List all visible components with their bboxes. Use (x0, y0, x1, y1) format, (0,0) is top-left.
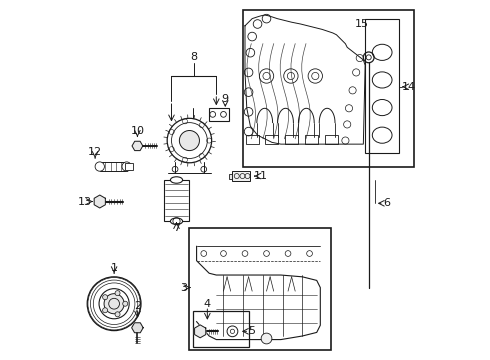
Circle shape (104, 294, 124, 314)
Ellipse shape (171, 218, 183, 225)
Text: 1: 1 (111, 263, 118, 273)
Bar (324, 135, 338, 144)
Text: 9: 9 (221, 94, 229, 104)
Text: 3: 3 (180, 283, 188, 293)
Text: 12: 12 (88, 147, 102, 157)
Bar (164, 180, 189, 221)
Circle shape (122, 301, 128, 306)
Circle shape (122, 162, 131, 171)
Bar (232, 171, 250, 181)
Bar (266, 135, 278, 144)
Polygon shape (132, 141, 143, 150)
Bar (245, 135, 259, 144)
Circle shape (261, 333, 272, 344)
Bar (209, 108, 229, 121)
Bar (365, 19, 399, 153)
Polygon shape (195, 325, 206, 338)
Bar (243, 10, 414, 167)
Text: 15: 15 (355, 19, 368, 29)
Circle shape (115, 291, 120, 296)
Bar (125, 163, 133, 170)
Text: 11: 11 (254, 171, 268, 181)
Text: 13: 13 (77, 197, 91, 207)
Circle shape (179, 131, 199, 150)
Bar (305, 135, 318, 144)
Ellipse shape (171, 177, 183, 183)
Circle shape (102, 295, 108, 300)
Text: 7: 7 (173, 224, 180, 233)
Bar (100, 162, 126, 171)
Bar (190, 228, 331, 350)
Circle shape (102, 308, 108, 313)
Polygon shape (94, 195, 105, 208)
Text: 14: 14 (402, 82, 416, 92)
Bar (193, 311, 248, 347)
Text: 4: 4 (204, 299, 211, 309)
Circle shape (115, 312, 120, 317)
Bar (285, 135, 298, 144)
Text: 5: 5 (248, 326, 256, 336)
Bar (229, 174, 232, 179)
Polygon shape (132, 323, 143, 333)
Text: 8: 8 (190, 52, 197, 62)
Circle shape (95, 162, 104, 171)
Text: 6: 6 (383, 198, 390, 208)
Text: 10: 10 (130, 126, 145, 135)
Text: 2: 2 (134, 301, 141, 311)
